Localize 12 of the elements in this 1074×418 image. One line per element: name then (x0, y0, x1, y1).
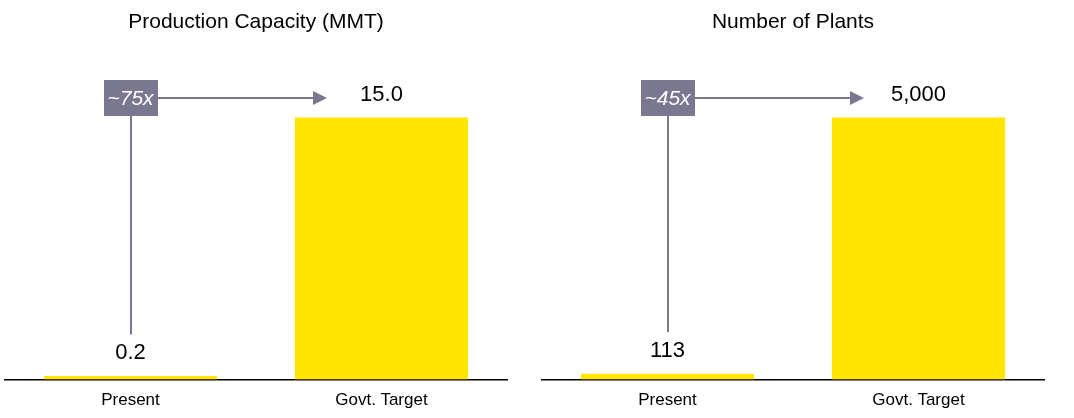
data-label: 113 (649, 336, 686, 362)
x-tick-label: Govt. Target (872, 390, 965, 410)
chart-title: Number of Plants (711, 9, 875, 33)
data-label: 15.0 (360, 80, 403, 106)
x-tick-label: Present (638, 390, 698, 410)
x-tick-label: Present (101, 390, 161, 410)
chart-title: Production Capacity (MMT) (128, 9, 384, 33)
x-tick-label: Govt. Target (335, 390, 428, 410)
text: ~45x (640, 79, 695, 116)
text: ~75x (103, 79, 158, 116)
data-label: 0.2 (115, 339, 146, 365)
data-label: 5,000 (890, 80, 947, 106)
